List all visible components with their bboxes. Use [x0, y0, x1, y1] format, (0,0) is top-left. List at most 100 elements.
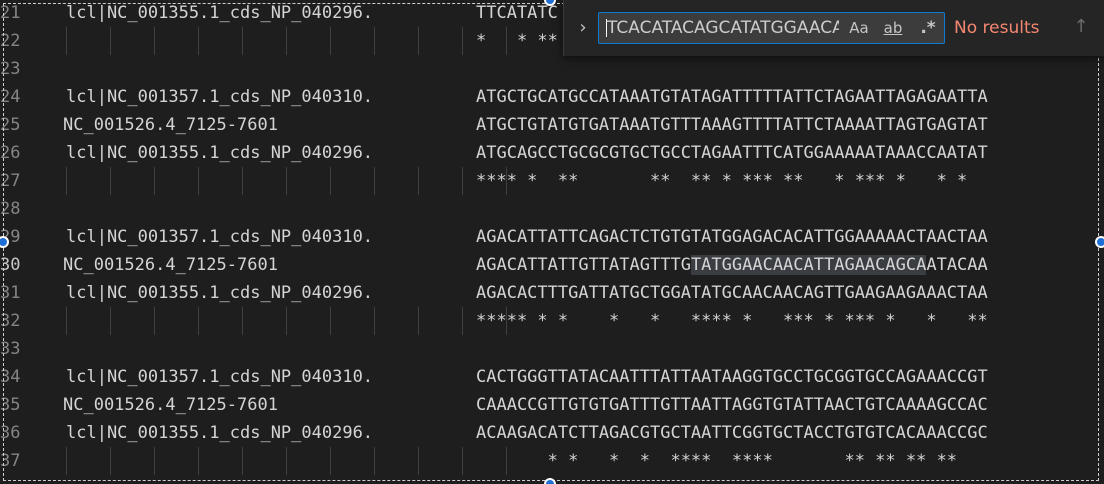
editor-line[interactable]: 30 NC_001526.4_7125-7601 AGACATTATTGTTATAG…	[0, 251, 1104, 279]
line-number: 36	[0, 423, 21, 443]
indent-guide	[374, 27, 375, 55]
indent-guide	[242, 307, 243, 335]
resize-handle-left-middle[interactable]	[0, 236, 9, 248]
editor-line[interactable]: 36 lcl|NC_001355.1_cds_NP_040296. ACAAGACA…	[0, 419, 1104, 447]
indent-guides	[66, 307, 526, 335]
editor-line[interactable]: 33	[0, 335, 1104, 363]
indent-guide	[198, 447, 199, 475]
indent-guide	[418, 307, 419, 335]
editor-line[interactable]: 23	[0, 55, 1104, 83]
indent-guide	[286, 447, 287, 475]
resize-handle-bottom-center[interactable]	[544, 478, 556, 484]
indent-guide	[66, 307, 67, 335]
indent-guide	[198, 167, 199, 195]
sequence-name: lcl|NC_001355.1_cds_NP_040296.	[66, 423, 374, 443]
resize-handle-right-middle[interactable]	[1095, 236, 1104, 248]
indent-guide	[242, 167, 243, 195]
sequence-name: NC_001526.4_7125-7601	[63, 395, 278, 415]
line-number: 22	[0, 31, 21, 51]
indent-guides	[66, 27, 526, 55]
use-regex-icon[interactable]: .*	[920, 18, 936, 38]
sequence-text: AGACATTATTCAGACTCTGTGTATGGAGACACATTGGAAA…	[476, 227, 988, 247]
editor-line[interactable]: 35 NC_001526.4_7125-7601 CAAACCGTTGTGTGATT…	[0, 391, 1104, 419]
sequence-text-pre: AGACATTATTGTTATAGTTTG	[476, 255, 691, 275]
sequence-name: lcl|NC_001357.1_cds_NP_040310.	[66, 87, 374, 107]
indent-guide	[506, 307, 507, 335]
indent-guide	[330, 27, 331, 55]
find-status: No results	[954, 18, 1040, 38]
indent-guide	[110, 447, 111, 475]
sequence-name: NC_001526.4_7125-7601	[63, 255, 278, 275]
conservation-markers: * * **	[476, 31, 558, 51]
find-input[interactable]: TCACATACAGCATATGGAACAACATTAGAACAGCA Aa a…	[598, 12, 945, 44]
indent-guide	[462, 27, 463, 55]
indent-guide	[506, 447, 507, 475]
indent-guide	[154, 167, 155, 195]
sequence-text: TTCATATC	[476, 3, 558, 23]
sequence-text: ATGCTGCATGCCATAAATGTATAGATTTTTATTCTAGAAT…	[476, 87, 988, 107]
indent-guide	[66, 27, 67, 55]
line-number: 30	[0, 255, 21, 275]
indent-guide	[506, 167, 507, 195]
line-number: 23	[0, 59, 21, 79]
conservation-markers: **** * ** ** ** * *** ** * *** * * *	[476, 171, 968, 191]
sequence-name: lcl|NC_001357.1_cds_NP_040310.	[66, 367, 374, 387]
line-number: 31	[0, 283, 21, 303]
sequence-name: NC_001526.4_7125-7601	[63, 115, 278, 135]
line-number: 37	[0, 451, 21, 471]
line-number: 28	[0, 199, 21, 219]
indent-guide	[154, 307, 155, 335]
indent-guide	[462, 307, 463, 335]
selection-highlight: TATGGAACAACATTAGAACAGCA	[690, 255, 927, 275]
indent-guides	[66, 167, 526, 195]
indent-guide	[418, 447, 419, 475]
editor-line[interactable]: 27 **** * ** ** ** * *** ** * *** * * *	[0, 167, 1104, 195]
line-number: 25	[0, 115, 21, 135]
indent-guide	[154, 27, 155, 55]
indent-guide	[198, 307, 199, 335]
editor-line[interactable]: 31 lcl|NC_001355.1_cds_NP_040296. AGACACTT…	[0, 279, 1104, 307]
editor-line[interactable]: 34 lcl|NC_001357.1_cds_NP_040310. CACTGGGT…	[0, 363, 1104, 391]
resize-handle-top-center[interactable]	[544, 0, 556, 6]
line-number: 26	[0, 143, 21, 163]
sequence-text: CACTGGGTTATACAATTTATTAATAAGGTGCCTGCGGTGC…	[476, 367, 988, 387]
text-cursor	[606, 19, 607, 37]
indent-guide	[286, 27, 287, 55]
indent-guide	[506, 27, 507, 55]
indent-guide	[66, 167, 67, 195]
editor-line[interactable]: 32 ***** * * * * **** * *** * *** * * **	[0, 307, 1104, 335]
editor-line[interactable]: 26 lcl|NC_001355.1_cds_NP_040296. ATGCAGCC…	[0, 139, 1104, 167]
previous-match-arrow-icon[interactable]: ↑	[1073, 16, 1089, 37]
editor-line[interactable]: 29 lcl|NC_001357.1_cds_NP_040310. AGACATTA…	[0, 223, 1104, 251]
editor-line[interactable]: 21 lcl|NC_001355.1_cds_NP_040296. TTCATATC	[0, 0, 1104, 27]
indent-guide	[286, 307, 287, 335]
match-whole-word-icon[interactable]: ab	[883, 19, 903, 37]
editor-line[interactable]: 22 * * **	[0, 27, 1104, 55]
indent-guide	[110, 167, 111, 195]
indent-guide	[374, 167, 375, 195]
toggle-replace-chevron-icon[interactable]: ›	[579, 17, 587, 38]
match-case-icon[interactable]: Aa	[849, 19, 869, 37]
indent-guides	[66, 447, 526, 475]
sequence-text: CAAACCGTTGTGTGATTTGTTAATTAGGTGTATTAACTGT…	[476, 395, 988, 415]
indent-guide	[374, 307, 375, 335]
indent-guide	[66, 447, 67, 475]
indent-guide	[330, 307, 331, 335]
editor-line[interactable]: 25 NC_001526.4_7125-7601 ATGCTGTATGTGATAAA…	[0, 111, 1104, 139]
sequence-text: ACAAGACATCTTAGACGTGCTAATTCGGTGCTACCTGTGT…	[476, 423, 988, 443]
find-widget: › TCACATACAGCATATGGAACAACATTAGAACAGCA Aa…	[563, 0, 1104, 56]
sequence-text: AGACATTATTGTTATAGTTTGTATGGAACAACATTAGAAC…	[476, 251, 988, 279]
sequence-text-post: ATACAA	[926, 255, 988, 275]
sequence-text: ATGCAGCCTGCGCGTGCTGCCTAGAATTTCATGGAAAAAT…	[476, 143, 988, 163]
editor-line[interactable]: 37 * * * * **** **** ** ** ** **	[0, 447, 1104, 475]
conservation-markers: * * * * **** **** ** ** ** **	[476, 451, 958, 471]
line-number: 21	[0, 3, 21, 23]
sequence-name: lcl|NC_001355.1_cds_NP_040296.	[66, 283, 374, 303]
editor-line[interactable]: 24 lcl|NC_001357.1_cds_NP_040310. ATGCTGCA…	[0, 83, 1104, 111]
indent-guide	[286, 167, 287, 195]
indent-guide	[418, 27, 419, 55]
indent-guide	[462, 447, 463, 475]
editor-line[interactable]: 28	[0, 195, 1104, 223]
indent-guide	[110, 307, 111, 335]
